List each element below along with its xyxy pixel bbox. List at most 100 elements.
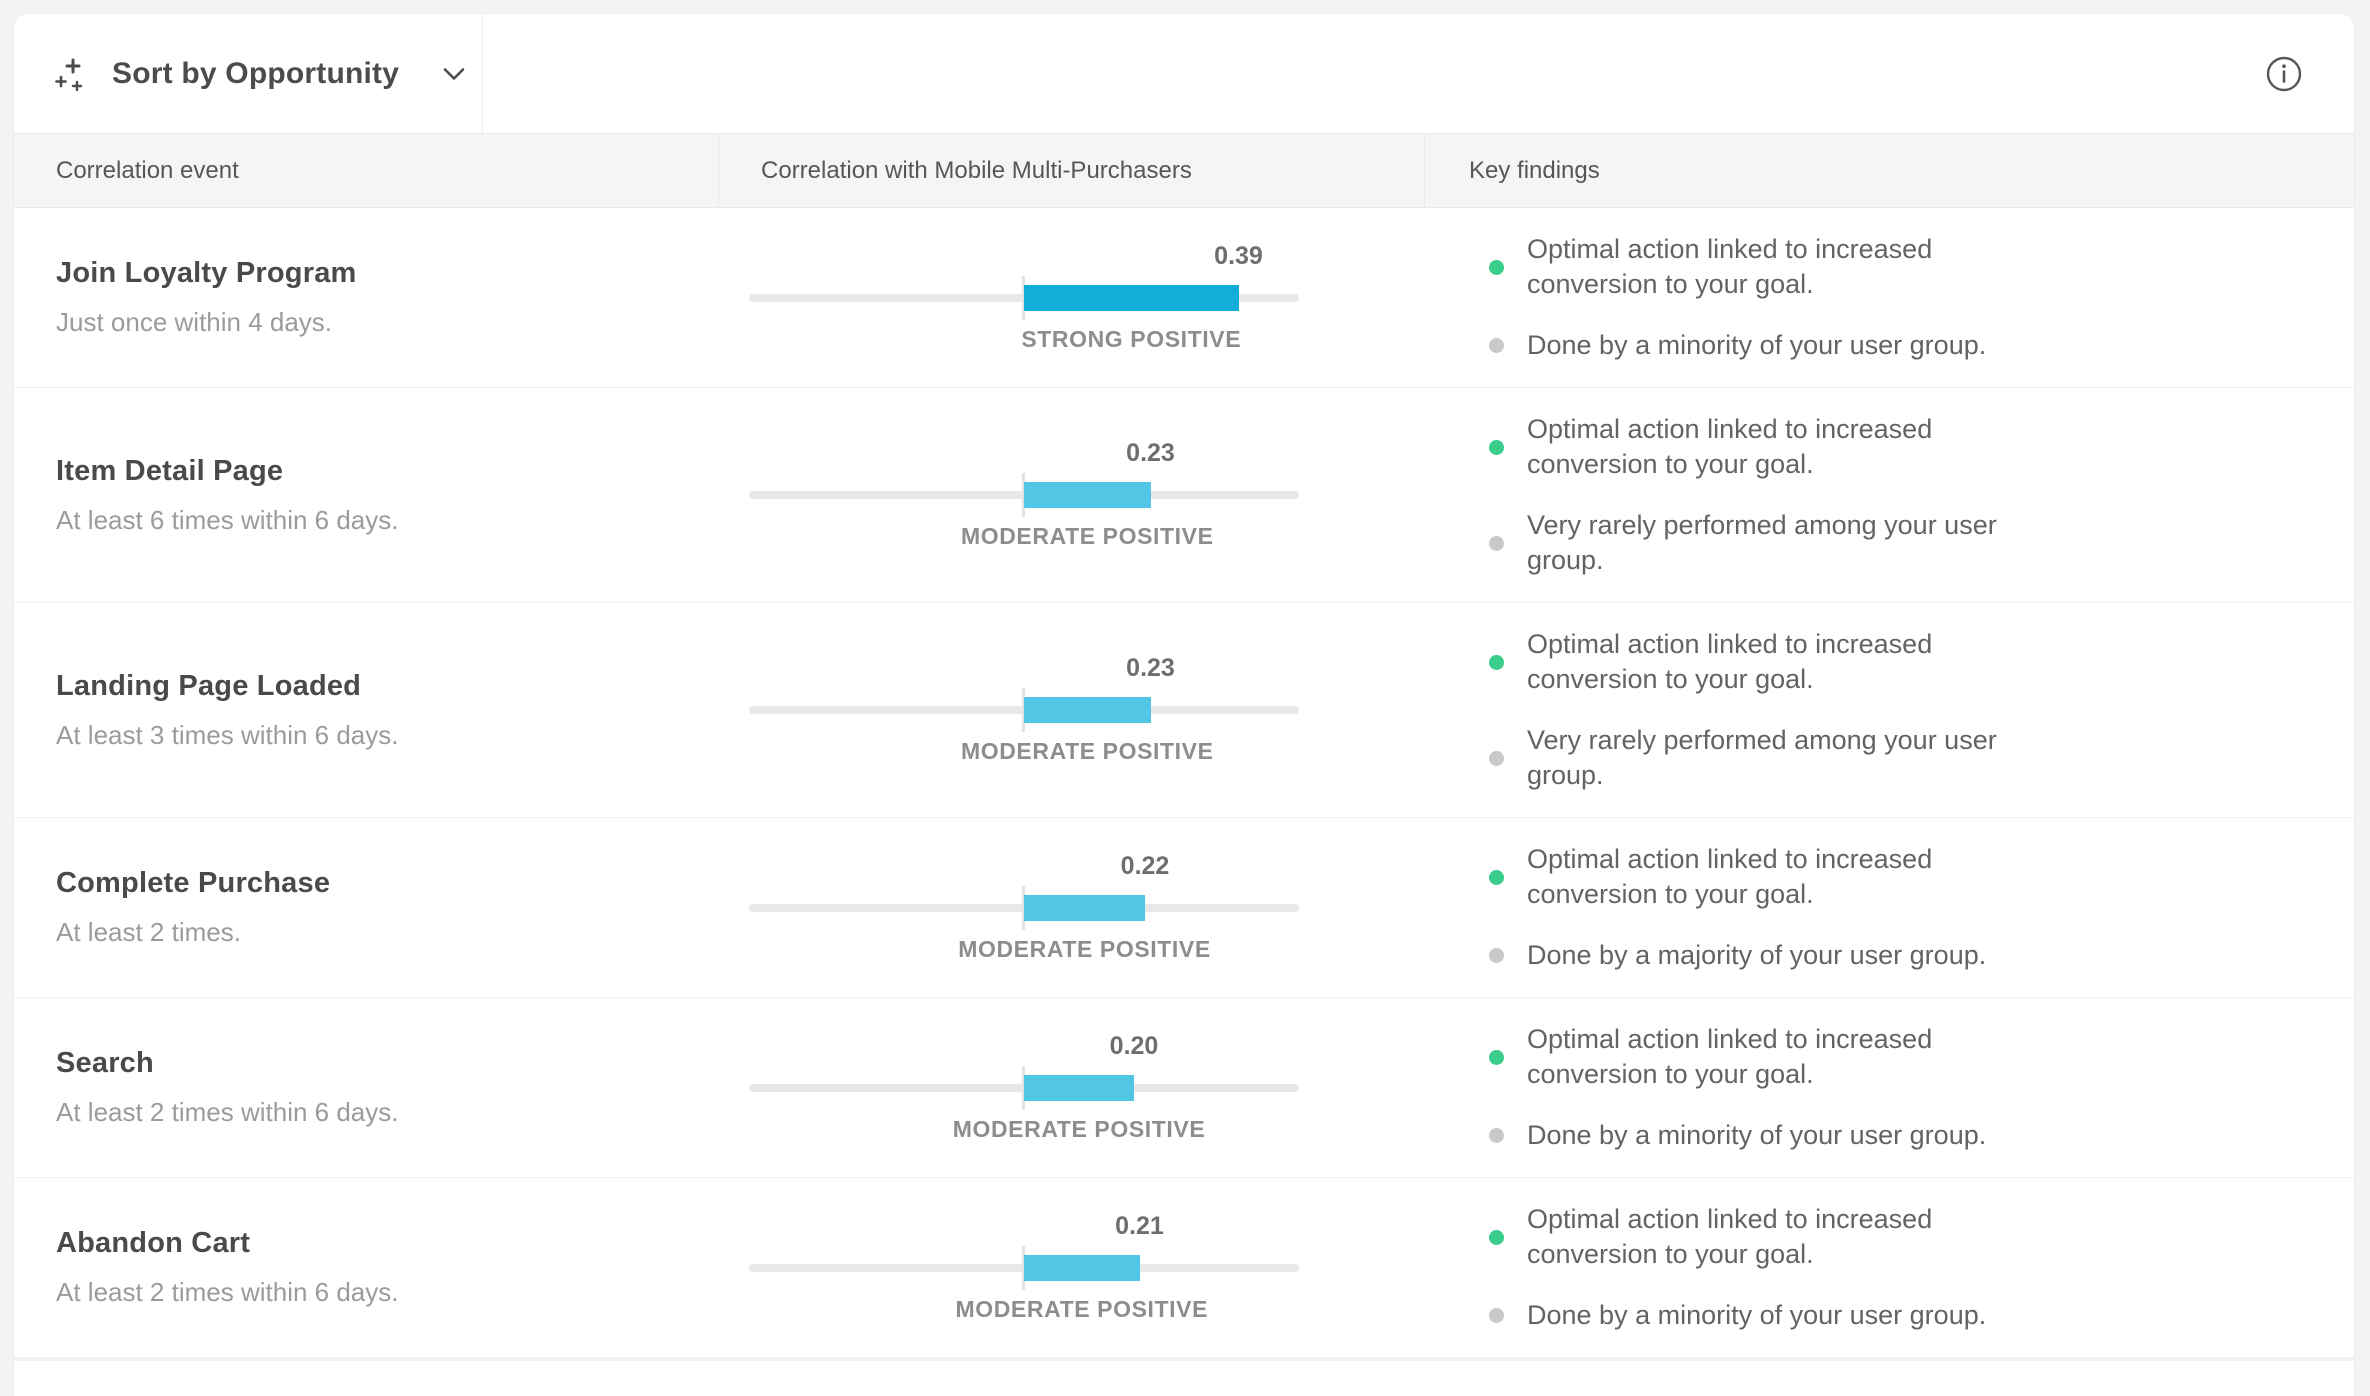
correlation-value: 0.20	[1109, 1031, 1159, 1060]
event-name: Complete Purchase	[56, 867, 331, 899]
event-name: Abandon Cart	[56, 1227, 251, 1259]
finding-dot	[1489, 259, 1504, 275]
correlation-value: 0.22	[1120, 851, 1170, 880]
finding-dot	[1489, 535, 1504, 551]
correlation-strength-label: MODERATE POSITIVE	[960, 738, 1214, 764]
correlation-bar-zero-tick	[1022, 473, 1025, 517]
toolbar: Sort by Opportunity	[14, 14, 2354, 133]
table-row[interactable]: Join Loyalty Program Just once within 4 …	[14, 208, 2354, 388]
finding-text: Optimal action linked to increased conve…	[1527, 1204, 1933, 1269]
table-row[interactable]: Complete Purchase At least 2 times. 0.22…	[14, 818, 2354, 998]
finding-dot	[1489, 750, 1504, 766]
table-header-row: Correlation event Correlation with Mobil…	[14, 133, 2354, 208]
correlation-cell: 0.23 MODERATE POSITIVE	[719, 654, 1425, 766]
correlation-bar-fill	[1024, 482, 1151, 508]
correlation-bar: 0.21 MODERATE POSITIVE	[749, 1212, 1299, 1324]
event-cell: Abandon Cart At least 2 times within 6 d…	[14, 1227, 719, 1308]
finding-text: Done by a minority of your user group.	[1527, 1300, 1987, 1330]
event-frequency: Just once within 4 days.	[56, 307, 333, 337]
event-cell: Landing Page Loaded At least 3 times wit…	[14, 670, 719, 751]
table-row[interactable]: Landing Page Loaded At least 3 times wit…	[14, 603, 2354, 818]
key-findings-cell: Optimal action linked to increased conve…	[1425, 232, 2354, 363]
correlation-value: 0.39	[1214, 241, 1263, 270]
event-cell: Item Detail Page At least 6 times within…	[14, 455, 719, 536]
key-findings-cell: Optimal action linked to increased conve…	[1425, 1202, 2354, 1333]
column-header-correlation-event: Correlation event	[14, 134, 719, 207]
event-frequency: At least 6 times within 6 days.	[56, 504, 399, 535]
correlation-bar: 0.39 STRONG POSITIVE	[749, 242, 1299, 354]
finding-dot	[1489, 439, 1504, 455]
key-finding-item: Optimal action linked to increased conve…	[1489, 842, 2354, 912]
sort-by-dropdown[interactable]: Sort by Opportunity	[14, 14, 483, 133]
event-cell: Search At least 2 times within 6 days.	[14, 1047, 719, 1128]
correlation-cell: 0.22 MODERATE POSITIVE	[719, 852, 1425, 964]
event-name: Item Detail Page	[56, 454, 284, 487]
event-frequency: At least 2 times within 6 days.	[56, 1097, 399, 1127]
correlation-bar-fill	[1024, 284, 1239, 311]
sparkles-plus-icon	[54, 55, 92, 93]
key-finding-item: Optimal action linked to increased conve…	[1489, 412, 2354, 482]
key-finding-item: Optimal action linked to increased conve…	[1489, 1022, 2354, 1092]
table-body: Join Loyalty Program Just once within 4 …	[14, 208, 2354, 1361]
key-finding-item: Optimal action linked to increased conve…	[1489, 627, 2354, 697]
key-findings-cell: Optimal action linked to increased conve…	[1425, 842, 2354, 973]
correlation-bar-fill	[1024, 697, 1151, 723]
finding-text: Very rarely performed among your user gr…	[1527, 510, 1997, 575]
event-cell: Complete Purchase At least 2 times.	[14, 867, 719, 948]
partial-next-row	[14, 1361, 2354, 1396]
correlation-bar-zero-tick	[1022, 885, 1025, 930]
finding-text: Very rarely performed among your user gr…	[1527, 725, 1997, 790]
correlation-value: 0.21	[1115, 1211, 1164, 1240]
correlation-strength-label: MODERATE POSITIVE	[960, 523, 1214, 549]
finding-dot	[1489, 948, 1504, 963]
column-header-correlation-with: Correlation with Mobile Multi-Purchasers	[719, 134, 1425, 207]
key-finding-item: Very rarely performed among your user gr…	[1489, 723, 2354, 793]
event-frequency: At least 2 times within 6 days.	[56, 1277, 399, 1307]
table-row[interactable]: Search At least 2 times within 6 days. 0…	[14, 998, 2354, 1178]
finding-dot	[1489, 654, 1504, 670]
correlation-cell: 0.21 MODERATE POSITIVE	[719, 1212, 1425, 1324]
key-finding-item: Optimal action linked to increased conve…	[1489, 1202, 2354, 1272]
correlation-bar-fill	[1024, 1074, 1134, 1101]
info-circle-icon	[2265, 55, 2303, 93]
event-frequency: At least 3 times within 6 days.	[56, 719, 399, 750]
correlation-strength-label: MODERATE POSITIVE	[955, 1295, 1209, 1322]
key-finding-item: Very rarely performed among your user gr…	[1489, 508, 2354, 578]
chevron-down-icon	[443, 67, 465, 81]
finding-dot	[1489, 869, 1504, 885]
key-finding-item: Optimal action linked to increased conve…	[1489, 232, 2354, 302]
correlation-bar-zero-tick	[1022, 275, 1025, 320]
finding-dot	[1489, 1128, 1504, 1143]
correlation-bar-zero-tick	[1022, 688, 1025, 732]
finding-dot	[1489, 1229, 1504, 1245]
correlation-bar: 0.22 MODERATE POSITIVE	[749, 852, 1299, 964]
key-finding-item: Done by a minority of your user group.	[1489, 1118, 2354, 1153]
event-cell: Join Loyalty Program Just once within 4 …	[14, 257, 719, 338]
key-findings-cell: Optimal action linked to increased conve…	[1425, 627, 2354, 793]
key-finding-item: Done by a minority of your user group.	[1489, 328, 2354, 363]
finding-dot	[1489, 1049, 1504, 1065]
correlation-strength-label: MODERATE POSITIVE	[952, 1115, 1206, 1142]
correlation-strength-label: MODERATE POSITIVE	[958, 935, 1211, 962]
correlation-bar: 0.23 MODERATE POSITIVE	[749, 439, 1299, 551]
correlation-strength-label: STRONG POSITIVE	[1021, 325, 1242, 352]
finding-text: Done by a minority of your user group.	[1527, 1120, 1987, 1150]
sort-by-label: Sort by Opportunity	[112, 56, 400, 90]
event-frequency: At least 2 times.	[56, 917, 241, 947]
correlation-bar: 0.23 MODERATE POSITIVE	[749, 654, 1299, 766]
info-button[interactable]	[2264, 54, 2304, 94]
finding-text: Optimal action linked to increased conve…	[1527, 1024, 1933, 1089]
column-header-key-findings: Key findings	[1469, 156, 1600, 184]
table-row[interactable]: Abandon Cart At least 2 times within 6 d…	[14, 1178, 2354, 1361]
correlation-bar-fill	[1024, 894, 1145, 921]
finding-dot	[1489, 338, 1504, 353]
finding-text: Done by a majority of your user group.	[1527, 940, 1987, 970]
table-row[interactable]: Item Detail Page At least 6 times within…	[14, 388, 2354, 603]
key-findings-cell: Optimal action linked to increased conve…	[1425, 1022, 2354, 1153]
event-name: Landing Page Loaded	[56, 669, 362, 702]
key-finding-item: Done by a majority of your user group.	[1489, 938, 2354, 973]
finding-text: Optimal action linked to increased conve…	[1527, 629, 1933, 694]
key-finding-item: Done by a minority of your user group.	[1489, 1298, 2354, 1333]
finding-dot	[1489, 1308, 1504, 1323]
